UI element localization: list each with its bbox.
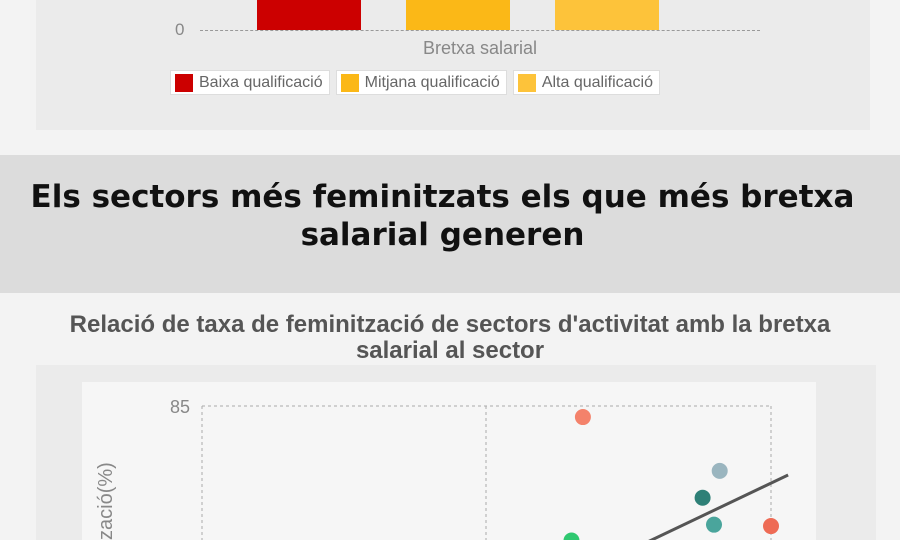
- chart-title: Relació de taxa de feminització de secto…: [69, 311, 831, 364]
- scatter-point-5[interactable]: [563, 532, 580, 540]
- y-tick-label-top: 85: [170, 397, 190, 417]
- bar-alta: [555, 0, 659, 30]
- bar-baixa: [257, 0, 361, 30]
- legend-swatch-mitjana: [340, 73, 359, 92]
- scatter-point-4[interactable]: [763, 518, 779, 535]
- zero-gridline: [200, 30, 760, 31]
- legend-label-alta: Alta qualificació: [541, 73, 653, 91]
- scatter-point-3[interactable]: [706, 516, 722, 533]
- scatter-point-0[interactable]: [574, 409, 591, 426]
- trend-line: [648, 473, 789, 540]
- legend-item-alta[interactable]: Alta qualificació: [512, 70, 660, 95]
- scatter-marks: [563, 409, 789, 540]
- legend-swatch-baixa: [175, 73, 193, 92]
- x-category-label: Bretxa salarial: [422, 38, 538, 58]
- legend-item-mitjana[interactable]: Mitjana qualificació: [335, 70, 507, 95]
- legend-label-baixa: Baixa qualificació: [199, 73, 323, 91]
- section-title: Els sectors més feminitzats els que més …: [30, 179, 855, 253]
- y-tick-zero: 0: [175, 20, 185, 39]
- legend: Baixa qualificació Mitjana qualificació …: [170, 70, 660, 95]
- plot-area: [82, 382, 816, 540]
- legend-item-baixa[interactable]: Baixa qualificació: [170, 70, 330, 95]
- bar-mitjana: [406, 0, 510, 30]
- legend-label-mitjana: Mitjana qualificació: [364, 73, 500, 91]
- scatter-point-2[interactable]: [694, 489, 711, 506]
- legend-swatch-alta: [517, 73, 536, 92]
- scatter-point-1[interactable]: [711, 462, 728, 479]
- section-banner: [0, 155, 900, 293]
- y-axis-label: zació(%): [95, 462, 117, 540]
